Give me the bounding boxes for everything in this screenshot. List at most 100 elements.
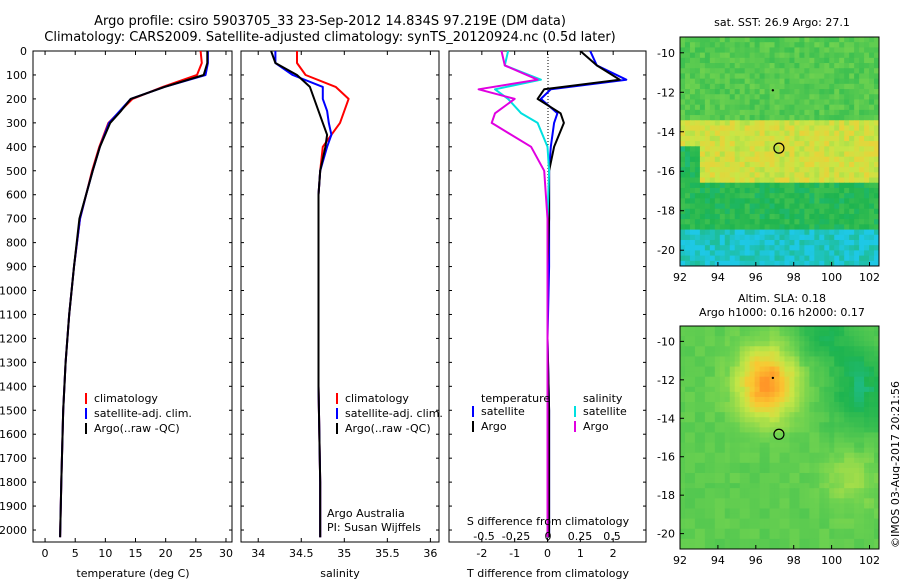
map-cell	[694, 193, 701, 199]
map-cell	[804, 462, 810, 469]
map-cell	[809, 467, 815, 474]
map-cell	[769, 156, 776, 163]
map-cell	[734, 125, 741, 132]
map-cell	[834, 99, 840, 106]
map-cell	[874, 518, 879, 525]
map-cell	[709, 135, 716, 142]
map-cell	[684, 361, 691, 368]
map-cell	[829, 130, 835, 137]
map-cell	[824, 417, 830, 423]
map-cell	[754, 182, 761, 189]
x-tick-label: 36	[423, 547, 437, 560]
map-cell	[759, 366, 766, 373]
map-cell	[684, 356, 691, 363]
map-cell	[769, 447, 776, 454]
map-cell	[739, 260, 746, 266]
map-cell	[719, 422, 726, 428]
map-cell	[824, 42, 830, 48]
map-cell	[714, 493, 721, 499]
map-cell	[824, 151, 830, 158]
map-cell	[834, 336, 840, 342]
map-cell	[689, 182, 696, 189]
map-cell	[869, 447, 875, 454]
map-cell	[694, 187, 701, 194]
map-cell	[804, 513, 810, 520]
map-cell	[689, 255, 696, 262]
map-cell	[754, 488, 761, 494]
map-cell	[754, 376, 761, 383]
map-cell	[799, 52, 805, 59]
map-cell	[814, 472, 820, 479]
map-cell	[759, 83, 766, 90]
map-cell	[680, 57, 686, 64]
map-cell	[839, 83, 845, 90]
map-cell	[680, 371, 686, 378]
map-cell	[874, 356, 879, 363]
map-cell	[874, 130, 879, 137]
map-cell	[699, 42, 706, 48]
map-cell	[864, 432, 870, 439]
map-cell	[869, 462, 875, 469]
map-cell	[729, 508, 736, 515]
map-cell	[789, 260, 796, 266]
map-cell	[729, 417, 736, 423]
map-cell	[824, 125, 830, 132]
map-cell	[854, 83, 860, 90]
map-cell	[864, 346, 870, 352]
map-cell	[864, 94, 870, 101]
map-cell	[839, 528, 845, 535]
map-cell	[849, 412, 855, 418]
map-cell	[719, 94, 726, 101]
map-cell	[764, 396, 771, 403]
map-cell	[719, 371, 726, 378]
map-cell	[684, 219, 691, 225]
map-cell	[759, 245, 766, 251]
map-cell	[859, 89, 865, 95]
map-cell	[839, 437, 845, 444]
map-cell	[719, 57, 726, 64]
map-cell	[744, 478, 751, 484]
map-cell	[699, 371, 706, 378]
map-cell	[809, 356, 815, 363]
map-y-tick-label: -16	[657, 451, 675, 464]
map-cell	[829, 193, 835, 199]
map-cell	[729, 250, 736, 257]
map-cell	[759, 141, 766, 147]
map-cell	[794, 371, 800, 378]
map-cell	[849, 331, 855, 337]
map-cell	[819, 366, 825, 373]
map-cell	[849, 255, 855, 262]
map-cell	[744, 493, 751, 499]
map-cell	[699, 68, 706, 75]
map-cell	[744, 57, 751, 64]
map-cell	[824, 462, 830, 469]
map-cell	[859, 177, 865, 184]
map-cell	[754, 518, 761, 525]
map-cell	[719, 478, 726, 484]
map-cell	[769, 203, 776, 210]
map-cell	[724, 341, 731, 347]
map-cell	[859, 366, 865, 373]
map-cell	[754, 391, 761, 398]
map-cell	[769, 412, 776, 418]
map-cell	[874, 396, 879, 403]
map-cell	[789, 422, 796, 428]
map-cell	[734, 52, 741, 59]
map-cell	[749, 417, 756, 423]
map-cell	[834, 224, 840, 231]
map-cell	[744, 94, 751, 101]
map-cell	[844, 472, 850, 479]
map-cell	[699, 346, 706, 352]
map-cell	[794, 533, 800, 540]
map-cell	[864, 523, 870, 530]
map-cell	[854, 125, 860, 132]
map-cell	[749, 245, 756, 251]
map-cell	[680, 488, 686, 494]
map-cell	[794, 396, 800, 403]
map-cell	[789, 187, 796, 194]
map-cell	[874, 533, 879, 540]
map-cell	[729, 407, 736, 413]
map-cell	[734, 488, 741, 494]
map-cell	[724, 89, 731, 95]
map-cell	[859, 213, 865, 220]
